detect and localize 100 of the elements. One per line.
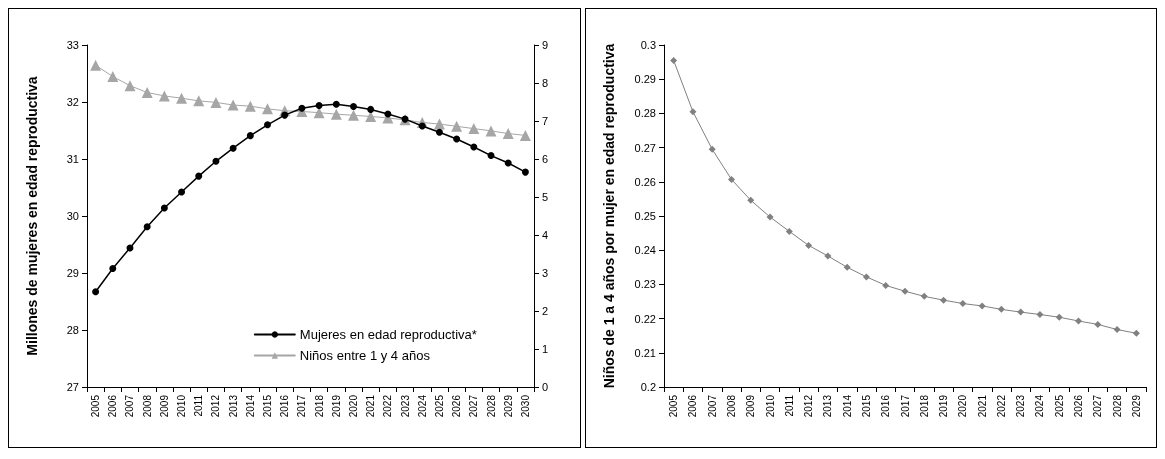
point	[193, 95, 205, 107]
point	[997, 305, 1005, 313]
x-tick-label: 2021	[365, 394, 377, 418]
x-tick-label: 2005	[668, 394, 680, 418]
point	[347, 109, 359, 121]
x-tick-label: 2015	[262, 394, 274, 418]
point	[901, 287, 909, 295]
y-axis-title: Niños de 1 a 4 años por mujer en edad reproductiva	[601, 43, 617, 389]
x-tick-label: 2022	[995, 394, 1007, 418]
x-tick-label: 2026	[451, 394, 463, 418]
x-tick-label: 2011	[193, 394, 205, 417]
x-tick-label: 2023	[1015, 394, 1027, 418]
x-tick-label: 2027	[468, 394, 480, 418]
point	[670, 56, 678, 64]
x-tick-label: 2015	[860, 394, 872, 418]
x-tick-label: 2012	[803, 394, 815, 418]
point	[502, 128, 514, 140]
point	[805, 241, 813, 249]
x-tick-label: 2005	[90, 394, 102, 418]
point	[689, 108, 697, 116]
x-tick-label: 2020	[957, 394, 969, 418]
x-tick-label: 2029	[1130, 394, 1142, 418]
x-tick-label: 2024	[1034, 394, 1046, 418]
x-tick-label: 2006	[107, 394, 119, 418]
point	[785, 227, 793, 235]
y2-tick-label: 9	[542, 39, 549, 51]
point	[315, 101, 323, 109]
x-tick-label: 2014	[841, 394, 853, 418]
point	[470, 143, 478, 151]
y-tick-label: 0.26	[634, 175, 656, 188]
point	[468, 123, 480, 135]
point	[824, 252, 832, 260]
point	[708, 145, 716, 153]
point	[176, 92, 188, 104]
point	[487, 152, 495, 160]
x-tick-label: 2019	[938, 394, 950, 418]
point	[107, 71, 119, 83]
y2-tick-label: 8	[542, 77, 549, 89]
point	[747, 196, 755, 204]
y2-tick-label: 0	[542, 381, 549, 393]
x-tick-label: 2006	[687, 394, 699, 418]
x-tick-label: 2023	[399, 394, 411, 418]
point	[1113, 326, 1121, 334]
y2-tick-label: 2	[542, 305, 549, 317]
point	[264, 121, 272, 129]
x-tick-label: 2028	[1111, 394, 1123, 418]
point	[940, 296, 948, 304]
y-tick-label: 0.3	[640, 39, 656, 51]
x-tick-label: 2019	[330, 394, 342, 418]
legend-label: Mujeres en edad reproductiva*	[299, 327, 477, 342]
y2-tick-label: 3	[542, 267, 549, 279]
point	[349, 103, 357, 111]
x-tick-label: 2020	[347, 394, 359, 418]
point	[504, 159, 512, 167]
y-tick-label: 30	[66, 210, 79, 222]
point	[766, 213, 774, 221]
point	[519, 129, 531, 141]
point	[418, 122, 426, 130]
x-tick-label: 2009	[158, 394, 170, 418]
point	[384, 110, 392, 118]
y-tick-label: 0.29	[634, 73, 656, 86]
point	[178, 188, 186, 196]
y2-tick-label: 6	[542, 153, 549, 165]
x-tick-label: 2016	[880, 394, 892, 418]
y-tick-label: 0.23	[634, 278, 656, 291]
point	[281, 111, 289, 119]
y-tick-label: 0.25	[634, 210, 656, 222]
point	[330, 108, 342, 120]
point	[451, 120, 463, 132]
y-tick-label: 28	[66, 324, 79, 336]
y-tick-label: 0.28	[634, 107, 656, 120]
point	[160, 204, 168, 212]
point	[978, 302, 986, 310]
y2-tick-label: 4	[542, 229, 549, 241]
point	[210, 96, 222, 108]
x-tick-label: 2011	[783, 394, 795, 417]
point	[141, 87, 153, 98]
point	[229, 144, 237, 152]
x-tick-label: 2029	[502, 394, 514, 418]
x-tick-label: 2009	[745, 394, 757, 418]
point	[158, 90, 170, 102]
y2-tick-label: 1	[542, 343, 549, 355]
point	[195, 172, 203, 180]
x-tick-label: 2026	[1073, 394, 1085, 418]
x-tick-label: 2013	[227, 394, 239, 418]
x-tick-label: 2017	[899, 394, 911, 418]
x-tick-label: 2007	[706, 394, 718, 418]
point	[143, 223, 151, 231]
point	[90, 59, 102, 71]
x-tick-label: 2022	[382, 394, 394, 418]
point	[485, 125, 497, 137]
x-tick-label: 2027	[1092, 394, 1104, 418]
point	[1075, 317, 1083, 325]
point	[109, 264, 117, 272]
x-tick-label: 2012	[210, 394, 222, 418]
y-axis-title: Millones de mujeres en edad reproductiva	[24, 76, 40, 356]
x-tick-label: 2014	[244, 394, 256, 418]
point	[862, 273, 870, 281]
x-tick-label: 2025	[433, 394, 445, 418]
point	[435, 128, 443, 136]
